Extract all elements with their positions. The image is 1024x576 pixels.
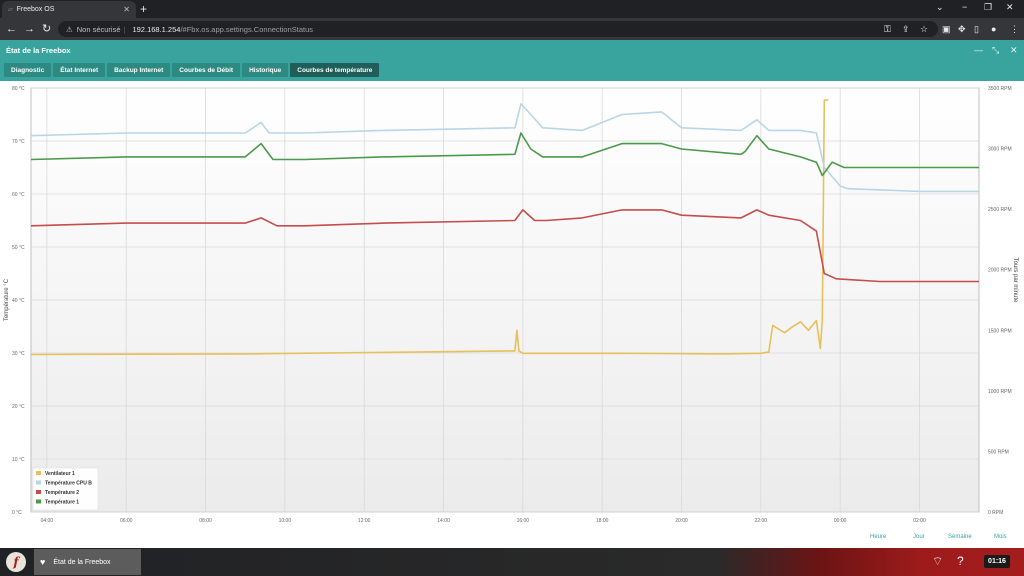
temperature-chart: 0 °C 10 °C 20 °C 30 °C 40 °C 50 °C 60 °C 70 °C 8… bbox=[4, 86, 1018, 524]
minimize-app-icon[interactable]: — bbox=[974, 45, 983, 55]
series-line-ventilateur-1 bbox=[30, 99, 829, 356]
taskbar-item-etat-freebox[interactable]: ♥ État de la Freebox bbox=[34, 549, 141, 575]
x-tick-label: 02:00 bbox=[913, 518, 926, 524]
puzzle-icon[interactable]: ✥ bbox=[958, 24, 966, 34]
range-link-mois[interactable]: Mois bbox=[994, 534, 1007, 540]
bookmark-star-icon[interactable]: ☆ bbox=[920, 24, 929, 34]
taskbar-item-label: État de la Freebox bbox=[53, 558, 111, 566]
profile-icon[interactable]: ● bbox=[991, 24, 997, 34]
y-tick-label: 0 °C bbox=[12, 510, 22, 516]
tab-backup-internet[interactable]: Backup Internet bbox=[107, 63, 171, 77]
y-tick-label: 80 °C bbox=[12, 86, 25, 92]
legend-swatch bbox=[36, 471, 41, 475]
x-tick-label: 12:00 bbox=[358, 518, 371, 524]
legend-swatch bbox=[36, 499, 41, 504]
help-icon[interactable]: ? bbox=[957, 554, 964, 568]
y2-tick-label: 500 RPM bbox=[988, 449, 1009, 455]
menu-icon[interactable]: ⋮ bbox=[1010, 24, 1019, 34]
window-title: État de la Freebox bbox=[6, 46, 71, 55]
legend-swatch bbox=[36, 490, 41, 494]
range-link-heure[interactable]: Heure bbox=[870, 534, 887, 540]
legend-label: Température 2 bbox=[45, 490, 79, 496]
taskbar: f ♥ État de la Freebox ⌔ ? 01:16 bbox=[0, 548, 1024, 576]
y2-tick-label: 2500 RPM bbox=[988, 207, 1012, 213]
legend-box bbox=[32, 467, 99, 511]
x-tick-label: 22:00 bbox=[755, 518, 768, 524]
tab-courbes-temperature[interactable]: Courbes de température bbox=[290, 63, 380, 77]
warning-icon[interactable]: ⚠ bbox=[66, 24, 73, 34]
app-tabs: Diagnostic État Internet Backup Internet… bbox=[4, 63, 380, 77]
url-path: /#Fbx.os.app.settings.ConnectionStatus bbox=[180, 24, 314, 34]
x-tick-label: 20:00 bbox=[675, 518, 688, 524]
x-tick-label: 06:00 bbox=[120, 518, 133, 524]
tab-historique[interactable]: Historique bbox=[242, 63, 289, 77]
y2-tick-label: 1500 RPM bbox=[988, 328, 1012, 334]
y-tick-label: 50 °C bbox=[12, 245, 25, 251]
extension-icon[interactable]: ▣ bbox=[942, 24, 951, 34]
legend-label: Ventilateur 1 bbox=[45, 471, 75, 477]
share-icon[interactable]: ⇪ bbox=[902, 24, 910, 34]
range-link-jour[interactable]: Jour bbox=[913, 534, 925, 540]
range-link-semaine[interactable]: Semaine bbox=[948, 534, 972, 540]
y-tick-label: 30 °C bbox=[12, 351, 25, 357]
close-app-icon[interactable]: ✕ bbox=[1010, 45, 1018, 55]
x-tick-label: 14:00 bbox=[437, 518, 450, 524]
browser-tab[interactable]: ▱ Freebox OS ✕ bbox=[2, 1, 136, 18]
browser-toolbar: ← → ↻ ⚠ Non sécurisé | 192.168.1.254 /#F… bbox=[0, 18, 1024, 40]
restore-window-icon[interactable]: ❐ bbox=[984, 2, 993, 12]
legend-label: Température CPU B bbox=[45, 481, 92, 487]
browser-tabstrip: ▱ Freebox OS ✕ + ⌄ − ❐ ✕ bbox=[0, 0, 1024, 18]
x-tick-label: 16:00 bbox=[517, 518, 530, 524]
tab-courbes-debit[interactable]: Courbes de Débit bbox=[172, 63, 241, 77]
address-bar[interactable]: ⚠ Non sécurisé | 192.168.1.254 /#Fbx.os.… bbox=[58, 21, 938, 37]
chart-panel: 0 °C 10 °C 20 °C 30 °C 40 °C 50 °C 60 °C 70 °C 8… bbox=[0, 81, 1024, 548]
freebox-favicon-icon: ▱ bbox=[8, 7, 13, 13]
heartbeat-icon: ♥ bbox=[40, 557, 46, 567]
y2-axis-title: Tours par minute bbox=[1012, 258, 1018, 303]
series-line-temp-rature-2 bbox=[30, 209, 979, 283]
legend-swatch bbox=[36, 480, 41, 485]
legend-label: Température 1 bbox=[45, 500, 79, 506]
x-tick-label: 10:00 bbox=[279, 518, 292, 524]
close-tab-icon[interactable]: ✕ bbox=[123, 5, 130, 14]
y2-tick-label: 2000 RPM bbox=[988, 268, 1012, 274]
minimize-window-icon[interactable]: − bbox=[962, 2, 968, 12]
series-line-temp-rature-cpu-b bbox=[30, 103, 979, 193]
close-window-icon[interactable]: ✕ bbox=[1006, 2, 1014, 12]
key-icon[interactable]: ⚿ bbox=[884, 24, 891, 34]
y2-tick-label: 3000 RPM bbox=[988, 147, 1012, 153]
y-tick-label: 20 °C bbox=[12, 404, 25, 410]
y-axis-title: Température °C bbox=[4, 278, 10, 321]
freebox-logo-icon[interactable]: f bbox=[6, 552, 26, 572]
new-tab-icon[interactable]: + bbox=[140, 2, 148, 16]
y2-tick-label: 1000 RPM bbox=[988, 389, 1012, 395]
tab-diagnostic[interactable]: Diagnostic bbox=[4, 63, 52, 77]
clock: 01:16 bbox=[984, 555, 1010, 568]
tab-etat-internet[interactable]: État Internet bbox=[53, 63, 106, 77]
tab-search-icon[interactable]: ⌄ bbox=[936, 2, 944, 12]
reload-icon[interactable]: ↻ bbox=[42, 23, 52, 35]
y-tick-label: 60 °C bbox=[12, 192, 25, 198]
sidebar-icon[interactable]: ▯ bbox=[974, 24, 979, 34]
x-tick-label: 04:00 bbox=[41, 518, 54, 524]
security-label: Non sécurisé bbox=[76, 24, 121, 34]
forward-icon[interactable]: → bbox=[24, 23, 35, 35]
wifi-icon[interactable]: ⌔ bbox=[932, 554, 944, 568]
x-tick-label: 18:00 bbox=[596, 518, 609, 524]
y-tick-label: 10 °C bbox=[12, 457, 25, 463]
browser-tab-title: Freebox OS bbox=[16, 6, 55, 13]
back-icon[interactable]: ← bbox=[6, 23, 17, 35]
y-tick-label: 70 °C bbox=[12, 139, 25, 145]
app-header: État de la Freebox — ⤡ ✕ Diagnostic État… bbox=[0, 40, 1024, 81]
url-host: 192.168.1.254 bbox=[132, 24, 181, 34]
series-line-temp-rature-1 bbox=[30, 132, 979, 177]
y2-tick-label: 0 RPM bbox=[988, 510, 1003, 516]
y2-tick-label: 3500 RPM bbox=[988, 86, 1012, 92]
x-tick-label: 08:00 bbox=[199, 518, 212, 524]
x-tick-label: 00:00 bbox=[834, 518, 847, 524]
resize-app-icon[interactable]: ⤡ bbox=[992, 45, 1000, 55]
y-tick-label: 40 °C bbox=[12, 298, 25, 304]
